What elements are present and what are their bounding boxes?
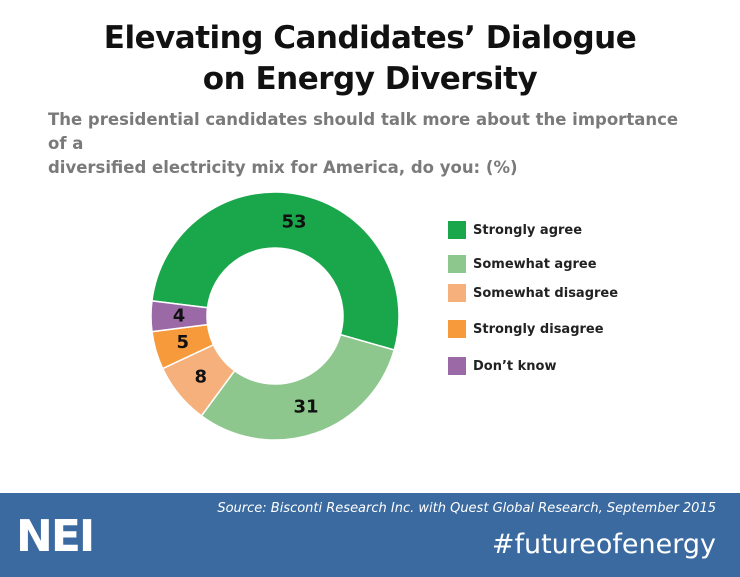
chart-subtitle-line-2: diversified electricity mix for America,… <box>48 158 518 177</box>
chart-title-line-1: Elevating Candidates’ Dialogue <box>103 20 637 56</box>
chart-subtitle: The presidential candidates should talk … <box>48 108 688 180</box>
legend-swatch <box>448 357 466 375</box>
chart-subtitle-line-1: The presidential candidates should talk … <box>48 110 679 153</box>
source-note: Source: Bisconti Research Inc. with Ques… <box>217 501 716 516</box>
legend-swatch <box>448 221 466 239</box>
data-label-don-t-know: 4 <box>173 306 186 327</box>
slice-don-t-know <box>150 300 209 333</box>
nei-logo: NEI <box>16 511 95 562</box>
data-label-strongly-agree: 53 <box>282 211 307 232</box>
chart-title: Elevating Candidates’ Dialogue on Energy… <box>0 18 740 100</box>
legend-label: Somewhat disagree <box>473 285 619 301</box>
legend-label: Somewhat agree <box>473 256 597 272</box>
legend-label: Strongly disagree <box>473 321 604 337</box>
slice-somewhat-agree <box>200 333 396 441</box>
legend-item-somewhat-agree: Somewhat agree <box>448 254 597 274</box>
legend-swatch <box>448 255 466 273</box>
data-label-strongly-disagree: 5 <box>177 332 190 353</box>
footer-bar: Source: Bisconti Research Inc. with Ques… <box>0 493 740 577</box>
legend-label: Strongly agree <box>473 222 583 238</box>
chart-title-line-2: on Energy Diversity <box>202 61 538 97</box>
legend-item-strongly-agree: Strongly agree <box>448 220 582 240</box>
data-label-somewhat-disagree: 8 <box>194 366 207 387</box>
legend-item-don-t-know: Don’t know <box>448 356 557 376</box>
legend-item-strongly-disagree: Strongly disagree <box>448 319 604 339</box>
legend-item-somewhat-disagree: Somewhat disagree <box>448 283 618 303</box>
legend-swatch <box>448 284 466 302</box>
data-label-somewhat-agree: 31 <box>293 396 318 417</box>
legend-swatch <box>448 320 466 338</box>
slice-strongly-agree <box>151 191 400 351</box>
legend-label: Don’t know <box>473 358 557 374</box>
hashtag: #futureofenergy <box>491 529 716 560</box>
donut-chart: 53 31 85 4 <box>150 191 400 441</box>
